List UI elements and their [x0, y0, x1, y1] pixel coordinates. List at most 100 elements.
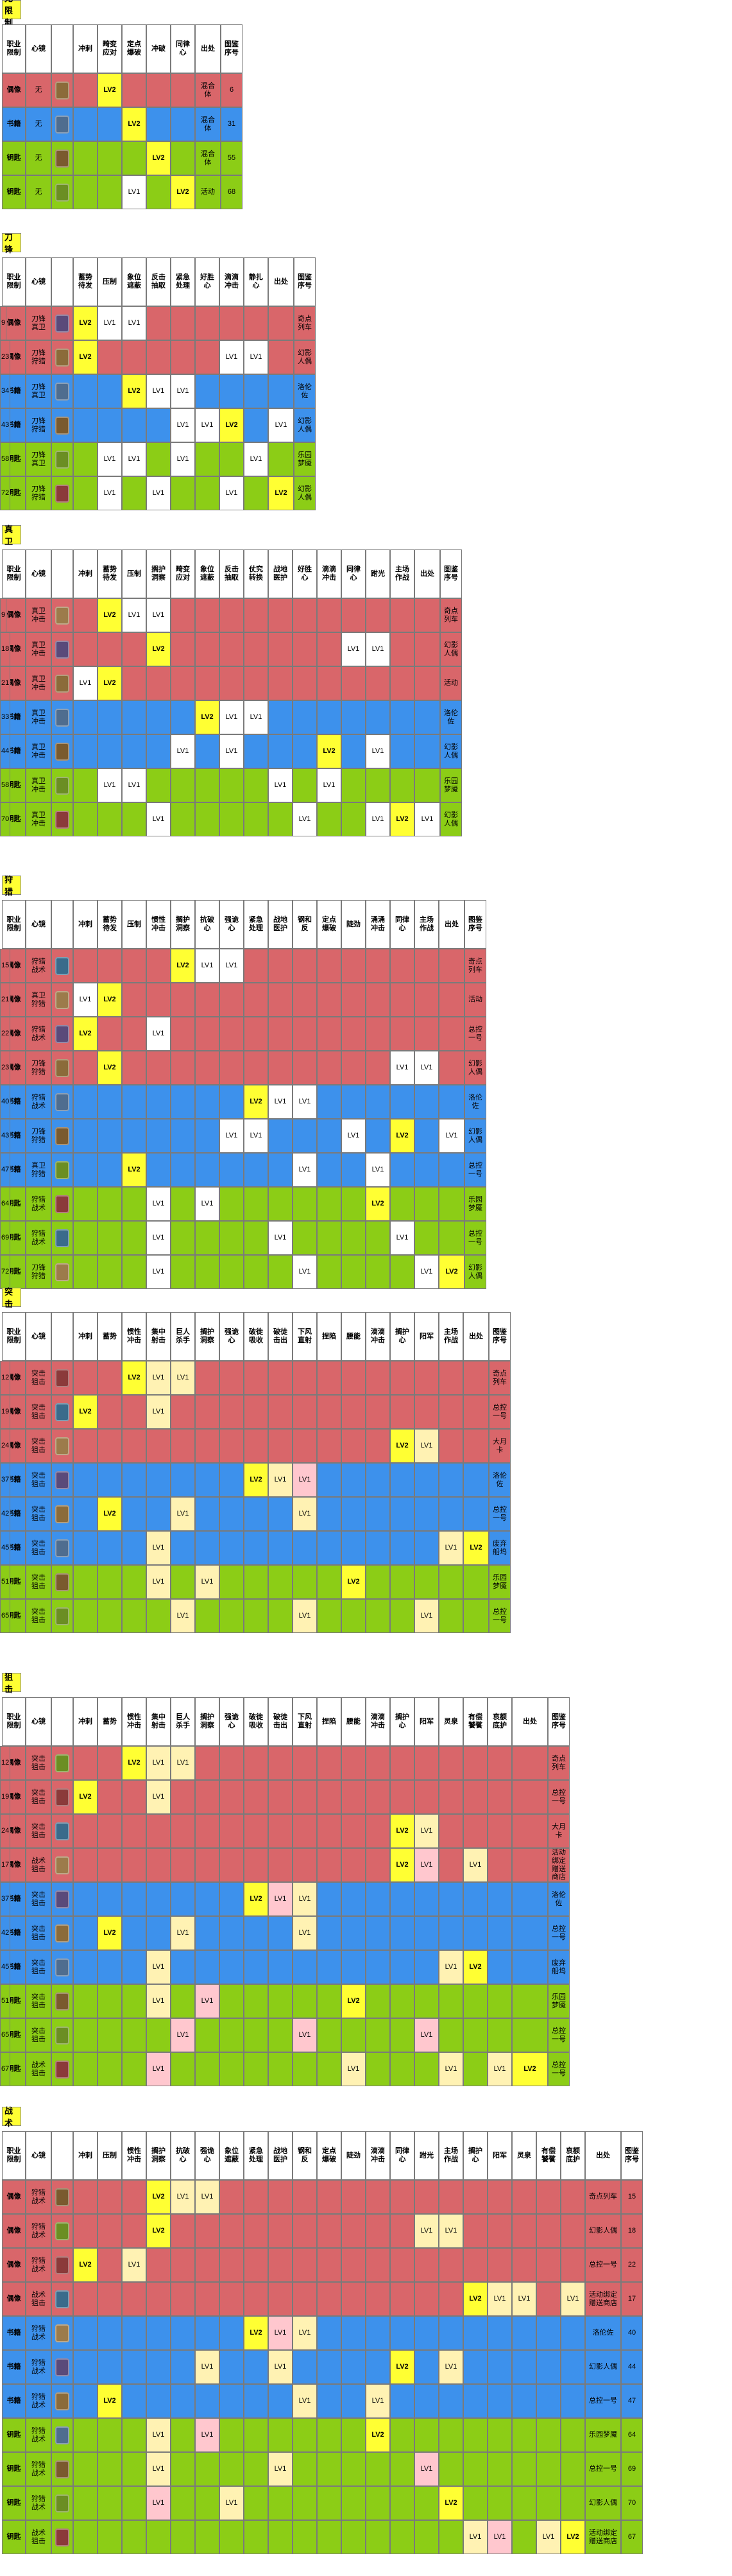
index-cell: 22 — [0, 1017, 11, 1051]
skill-level-cell — [195, 2520, 219, 2554]
skill-level-cell — [366, 1051, 390, 1085]
skill-level-cell — [146, 2350, 171, 2384]
skill-level-cell — [488, 2180, 512, 2214]
skill-level-cell: LV1 — [171, 442, 195, 476]
skill-level-cell — [317, 1361, 341, 1395]
skill-level-cell: LV1 — [195, 1187, 219, 1221]
skill-level-cell — [317, 632, 341, 666]
skill-level-cell — [219, 666, 244, 700]
skill-level-cell — [439, 983, 464, 1017]
skill-level-cell — [268, 1916, 293, 1950]
index-cell: 55 — [221, 141, 243, 175]
skill-level-cell — [219, 1187, 244, 1221]
index-cell: 58 — [0, 442, 11, 476]
column-header: 蓄势 待发 — [98, 900, 122, 949]
skill-level-cell — [488, 2316, 512, 2350]
skill-level-cell — [195, 2214, 219, 2248]
skill-level-cell: LV2 — [122, 374, 146, 408]
skill-level-cell — [219, 1463, 244, 1497]
mind-cell: 刀锋 真卫 — [26, 374, 51, 408]
skill-level-cell — [268, 666, 293, 700]
source-cell: 大月 卡 — [489, 1429, 511, 1463]
skill-level-cell — [390, 666, 414, 700]
skill-level-cell: LV1 — [146, 1780, 171, 1814]
skill-level-cell — [317, 1916, 341, 1950]
skill-level-cell — [244, 2384, 268, 2418]
skill-level-cell — [488, 2452, 512, 2486]
skill-level-cell — [463, 1463, 489, 1497]
skill-level-cell — [171, 107, 195, 141]
skill-level-cell — [390, 1085, 414, 1119]
skill-level-cell — [219, 442, 244, 476]
skill-level-cell — [317, 1463, 341, 1497]
skill-level-cell — [536, 2316, 561, 2350]
skill-level-cell — [244, 1848, 268, 1882]
skill-level-cell — [488, 2350, 512, 2384]
skill-level-cell — [268, 1984, 293, 2018]
skill-level-cell — [219, 2018, 244, 2052]
item-icon-cell — [51, 1051, 73, 1085]
skill-level-cell — [146, 2520, 171, 2554]
skill-level-cell: LV1 — [390, 1221, 414, 1255]
skill-level-cell: LV2 — [561, 2520, 585, 2554]
skill-level-cell — [195, 1429, 219, 1463]
skill-level-cell: LV2 — [122, 1153, 146, 1187]
skill-level-cell — [366, 1017, 390, 1051]
skill-level-cell — [219, 1814, 244, 1848]
skill-level-cell — [439, 1017, 464, 1051]
skill-level-cell — [122, 700, 146, 734]
index-cell: 40 — [0, 1085, 11, 1119]
skill-level-cell: LV1 — [268, 408, 294, 442]
skill-level-cell — [268, 2052, 293, 2086]
item-icon-cell — [51, 1531, 73, 1565]
skill-level-cell — [219, 802, 244, 836]
skill-level-cell — [98, 1565, 122, 1599]
source-cell: 幻影 人偶 — [464, 1255, 486, 1289]
mind-cell: 刀锋 狩猎 — [26, 476, 51, 510]
skill-level-cell — [73, 1497, 98, 1531]
skill-level-cell: LV2 — [146, 2214, 171, 2248]
skill-level-cell — [366, 1395, 390, 1429]
skill-level-cell — [293, 949, 317, 983]
column-header: 搁护 心 — [390, 1697, 414, 1746]
skill-level-cell: LV1 — [146, 1984, 171, 2018]
skill-level-cell — [366, 768, 390, 802]
skill-level-cell — [317, 1221, 341, 1255]
skill-level-cell — [414, 666, 440, 700]
skill-level-cell: LV1 — [488, 2052, 512, 2086]
skill-level-cell: LV1 — [366, 1153, 390, 1187]
skill-level-cell — [512, 1950, 548, 1984]
column-header: 战地 医护 — [268, 2131, 293, 2180]
skill-level-cell — [439, 2520, 463, 2554]
source-cell: 洛伦 佐 — [464, 1085, 486, 1119]
column-header: 钢和 反 — [293, 900, 317, 949]
column-header: 仗究 转换 — [244, 549, 268, 598]
skill-level-cell — [195, 1395, 219, 1429]
skill-level-cell — [98, 2180, 122, 2214]
skill-level-cell — [366, 2486, 390, 2520]
column-header: 畸变 应对 — [98, 24, 122, 73]
skill-level-cell — [195, 1814, 219, 1848]
skill-level-cell — [536, 2418, 561, 2452]
column-header: 主场 作战 — [439, 2131, 463, 2180]
skill-level-cell: LV1 — [463, 1848, 488, 1882]
skill-level-cell — [195, 2248, 219, 2282]
skill-level-cell: LV1 — [341, 2052, 366, 2086]
skill-level-cell — [268, 1497, 293, 1531]
column-header: 主场 作战 — [439, 1312, 463, 1361]
column-header: 反击 抽取 — [219, 549, 244, 598]
source-cell: 总控一号 — [585, 2248, 621, 2282]
skill-level-cell: LV2 — [390, 802, 414, 836]
skill-level-cell — [171, 598, 195, 632]
skill-level-cell: LV1 — [293, 2384, 317, 2418]
skill-level-cell — [98, 2486, 122, 2520]
skill-level-cell — [268, 734, 293, 768]
item-icon — [55, 1754, 69, 1772]
source-cell: 活动 — [464, 983, 486, 1017]
column-header: 反击 抽取 — [146, 257, 171, 306]
skill-level-cell — [171, 2248, 195, 2282]
skill-level-cell — [244, 1221, 268, 1255]
skill-level-cell — [414, 2384, 439, 2418]
item-icon-cell — [51, 1814, 73, 1848]
item-icon — [55, 81, 69, 99]
